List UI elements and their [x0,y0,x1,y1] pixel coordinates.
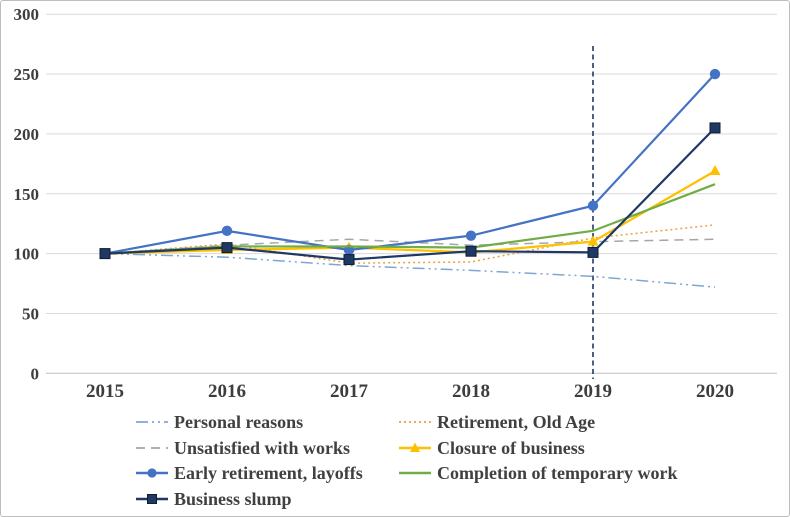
marker-square [709,122,721,134]
legend-personal-reasons-marker-icon [136,421,168,423]
legend-item-early-retirement-layoffs: Early retirement, layoffs [136,464,363,482]
marker-triangle [587,235,599,246]
series-line-closure-of-business [104,170,716,255]
legend-item-label: Unsatisfied with works [174,437,351,458]
legend-item-label: Early retirement, layoffs [174,463,363,483]
legend-retirement-old-age-marker-icon [399,421,431,423]
legend-item-label: Business slump [174,488,292,509]
series-business-slump [99,122,721,266]
series-line-early-retirement-layoffs [104,73,716,255]
legend-unsatisfied-with-works-marker-icon [136,446,168,449]
x-tick-label-2015: 2015 [86,381,124,402]
legend-completion-of-temporary-work-marker-icon [399,471,431,475]
marker-square [221,242,233,254]
series-line-business-slump [104,127,716,261]
marker-triangle [709,165,721,176]
legend-closure-of-business-marker-icon [399,442,431,452]
legend-item-closure-of-business: Closure of business [399,439,585,457]
marker-circle [587,200,599,211]
series-early-retirement-layoffs [99,68,721,259]
x-tick-label-2016: 2016 [208,381,246,402]
legend-item-label: Retirement, Old Age [437,412,596,432]
legend-item-retirement-old-age: Retirement, Old Age [399,413,595,431]
y-tick-label-0: 0 [31,364,40,383]
series-line-personal-reasons [104,252,716,288]
chart-plot-area: 0 50 100 150 200 250 300 2015 2016 2017 2018 2019 20… [14,5,777,402]
marker-square [99,248,111,260]
legend-item-label: Completion of temporary work [437,463,678,483]
legend-item-label: Personal reasons [174,412,304,432]
legend-item-personal-reasons: Personal reasons [136,413,303,431]
legend-item-label: Closure of business [437,437,585,458]
y-tick-label-50: 50 [22,304,39,323]
x-tick-label-2018: 2018 [452,381,490,402]
x-tick-label-2017: 2017 [330,381,369,402]
y-tick-label-250: 250 [14,65,40,84]
y-tick-label-150: 150 [14,185,40,204]
y-tick-label-300: 300 [14,5,40,24]
legend-item-completion-of-temporary-work: Completion of temporary work [399,464,677,482]
series-retirement-old-age [104,224,716,264]
y-tick-label-100: 100 [14,245,40,264]
legend-early-retirement-layoffs-marker-icon [136,468,168,478]
marker-circle [709,68,721,80]
legend-business-slump-marker-icon [136,493,168,504]
marker-square [343,254,355,266]
x-tick-label-2020: 2020 [696,381,734,402]
series-line-retirement-old-age [104,224,716,264]
x-tick-label-2019: 2019 [574,381,612,402]
marker-circle [465,230,477,241]
series-personal-reasons [104,252,716,288]
marker-circle [221,225,233,237]
marker-square [587,246,599,258]
marker-square [465,245,477,257]
y-tick-label-200: 200 [14,125,40,144]
legend-item-business-slump: Business slump [136,490,292,508]
legend-item-unsatisfied-with-works: Unsatisfied with works [136,439,350,457]
